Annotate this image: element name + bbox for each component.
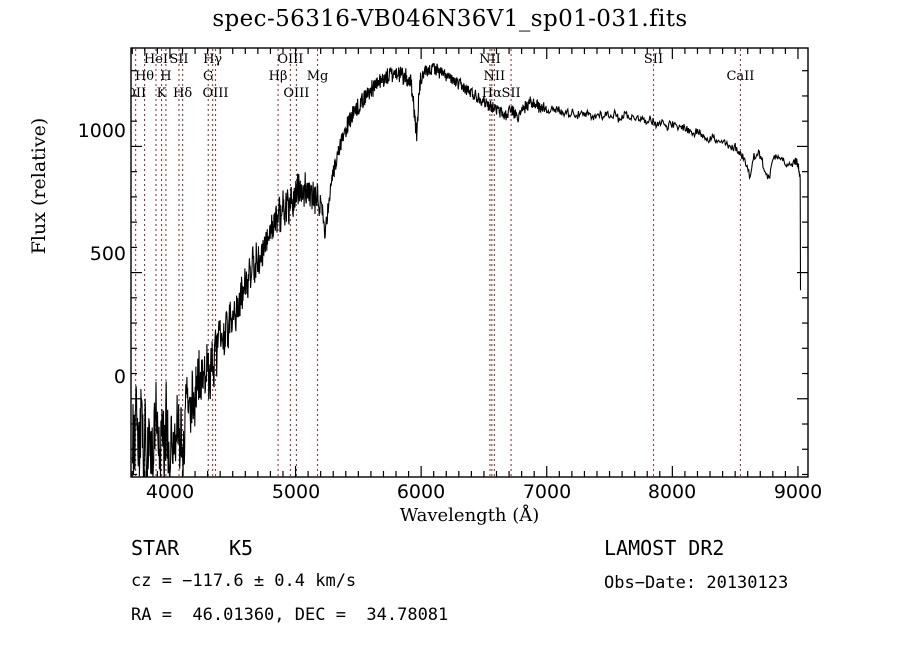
axis-ticks	[131, 48, 808, 477]
line-markers	[135, 49, 741, 476]
x-tick-label: 7000	[522, 481, 572, 503]
marker-label-G: G	[203, 69, 213, 84]
cz-label: cz = −117.6 ± 0.4 km/s	[131, 571, 357, 591]
x-tick-label: 9000	[773, 481, 823, 503]
marker-label-Hβ: Hβ	[269, 69, 288, 84]
marker-label-NII: NII	[484, 69, 506, 84]
object-type-label: STAR	[131, 536, 180, 560]
marker-label-Hδ: Hδ	[173, 86, 192, 101]
marker-label-Hγ: Hγ	[203, 52, 222, 67]
plot-frame	[130, 47, 809, 478]
marker-label-NII: NII	[479, 52, 501, 67]
survey-label: LAMOST DR2	[604, 536, 725, 560]
spectrum-trace	[131, 63, 802, 477]
marker-label-HeI: HeI	[144, 52, 168, 67]
marker-label-OII: OII	[125, 86, 146, 101]
x-tick-label: 4000	[145, 481, 195, 503]
spectral-class-label: K5	[229, 536, 254, 560]
marker-label-OIII: OIII	[202, 86, 228, 101]
x-axis-label: Wavelength (Å)	[399, 505, 540, 526]
marker-label-SII: SII	[501, 86, 520, 101]
obs-date-label: Obs−Date: 20130123	[604, 573, 789, 593]
marker-label-SII: SII	[644, 52, 663, 67]
marker-label-Hθ: Hθ	[135, 69, 154, 84]
page-title: spec-56316-VB046N36V1_sp01-031.fits	[212, 6, 688, 32]
coords-label: RA = 46.01360, DEC = 34.78081	[131, 605, 449, 625]
x-tick-label: 5000	[271, 481, 321, 503]
marker-label-Hα: Hα	[482, 86, 502, 101]
x-tick-label: 8000	[647, 481, 697, 503]
marker-label-SII: SII	[169, 52, 188, 67]
y-tick-label: 500	[89, 243, 126, 265]
marker-label-OIII: OIII	[277, 52, 303, 67]
marker-label-CaII: CaII	[726, 69, 754, 84]
y-tick-label: 1000	[77, 120, 126, 142]
marker-label-K: K	[157, 86, 167, 101]
marker-label-Mg: Mg	[307, 69, 329, 84]
y-tick-label: 0	[113, 366, 126, 388]
marker-label-OIII: OIII	[283, 86, 309, 101]
marker-label-H: H	[160, 69, 171, 84]
line-marker-labels: OII Hθ HeI KH SII Hδ Hγ G OIII Hβ OIII OIII Mg NII Hα N…	[125, 52, 754, 101]
y-tick-labels: 1000 500 0	[60, 0, 126, 649]
x-tick-label: 6000	[396, 481, 446, 503]
